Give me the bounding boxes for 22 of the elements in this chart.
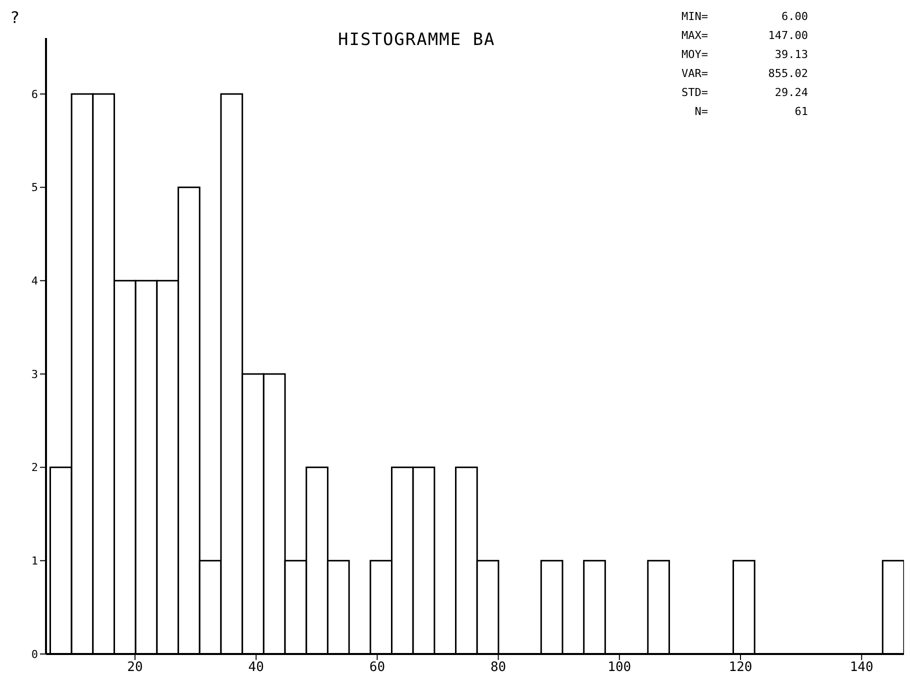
y-tick-label: 6 bbox=[31, 88, 38, 101]
x-tick-label: 100 bbox=[608, 660, 632, 676]
y-tick-label: 1 bbox=[31, 554, 38, 568]
y-tick-label: 4 bbox=[31, 274, 38, 288]
x-tick-label: 40 bbox=[248, 660, 264, 676]
x-tick-label: 60 bbox=[369, 660, 386, 676]
x-tick-label: 80 bbox=[490, 660, 506, 676]
x-tick-label: 140 bbox=[850, 660, 874, 676]
text: MAX= 147.00 bbox=[682, 29, 808, 42]
y-tick-label: 0 bbox=[31, 648, 38, 661]
x-tick-label: 120 bbox=[728, 660, 752, 676]
text: MIN= 6.00 bbox=[682, 10, 808, 23]
text: VAR= 855.02 bbox=[682, 67, 808, 80]
text: STD= 29.24 bbox=[682, 86, 808, 99]
y-tick-label: 2 bbox=[31, 461, 38, 474]
text: MOY= 39.13 bbox=[682, 48, 808, 61]
y-tick-label: 3 bbox=[31, 368, 38, 381]
chart-title: HISTOGRAMME BA bbox=[338, 30, 496, 50]
y-tick-label: 5 bbox=[31, 181, 38, 194]
x-tick-label: 20 bbox=[127, 660, 143, 676]
text: N= 61 bbox=[694, 105, 808, 118]
text: ? bbox=[10, 8, 20, 27]
